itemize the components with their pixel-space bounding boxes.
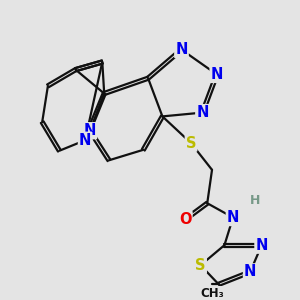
Text: N: N bbox=[211, 67, 223, 82]
Text: N: N bbox=[255, 238, 268, 253]
Text: N: N bbox=[84, 123, 96, 138]
Text: N: N bbox=[227, 210, 239, 225]
Text: N: N bbox=[175, 42, 188, 57]
Text: S: S bbox=[186, 136, 196, 151]
Text: N: N bbox=[196, 105, 209, 120]
Text: H: H bbox=[250, 194, 260, 207]
Text: N: N bbox=[79, 133, 91, 148]
Text: S: S bbox=[195, 258, 206, 273]
Text: N: N bbox=[244, 264, 256, 279]
Text: CH₃: CH₃ bbox=[200, 287, 224, 300]
Text: O: O bbox=[179, 212, 192, 227]
